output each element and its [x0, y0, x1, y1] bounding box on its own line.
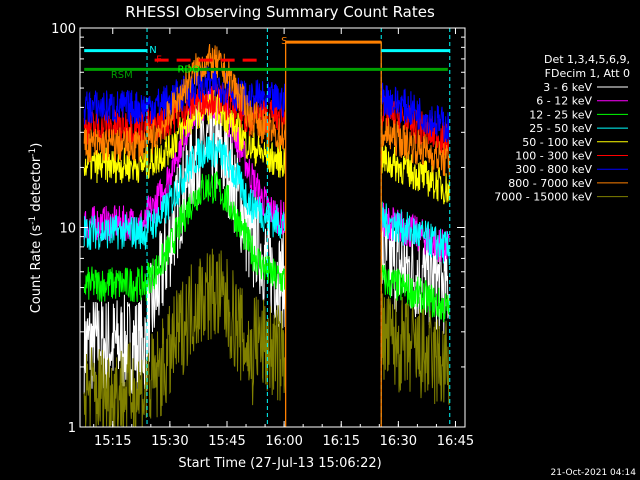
x-tick-label-2: 15:30 [151, 434, 188, 449]
chart-title: RHESSI Observing Summary Count Rates [125, 3, 435, 21]
axis-ticks: 15:15 15:30 15:45 16:00 16:15 16:30 16:45 1 10 10… [51, 22, 474, 449]
series-line-4-seg-2 [146, 132, 286, 241]
series-line-3-seg-1 [83, 265, 148, 303]
y-axis-label-mid: detector [29, 156, 44, 216]
series-line-5-seg-3 [380, 141, 450, 205]
flag-label-s: S [281, 36, 287, 47]
series-line-8-seg-3 [380, 118, 450, 178]
footer-timestamp: 21-Oct-2021 04:14 [551, 468, 637, 478]
series-line-9-seg-2 [146, 248, 286, 419]
x-tick-label-1: 15:15 [94, 434, 131, 449]
series-line-9-seg-1 [83, 342, 148, 429]
legend-label-6: 100 - 300 keV [515, 150, 592, 163]
saa-flag-outline [284, 41, 382, 427]
series-line-4-seg-3 [380, 201, 450, 266]
series-line-8-seg-1 [83, 127, 148, 163]
legend-label-9: 7000 - 15000 keV [494, 191, 592, 204]
overlay-layer: NF S RDO RSM [84, 28, 451, 427]
y-axis-label: Count Rate (s-1 detector-1) [28, 143, 44, 314]
x-axis-label: Start Time (27-Jul-13 15:06:22) [178, 456, 381, 471]
x-tick-label-4: 16:00 [265, 434, 302, 449]
legend: Det 1,3,4,5,6,9, FDecim 1, Att 0 3 - 6 k… [494, 53, 630, 204]
series-line-5-seg-2 [146, 89, 286, 179]
flag-label-n: N [149, 45, 156, 56]
y-axis-label-sup2: -1 [28, 148, 38, 157]
legend-header-2: FDecim 1, Att 0 [545, 67, 630, 80]
y-axis-label-sup1: -1 [28, 216, 38, 225]
flag-label-f: F [156, 55, 162, 66]
x-tick-label-6: 16:30 [380, 434, 417, 449]
y-tick-label-1: 1 [68, 421, 76, 436]
series-line-5-seg-1 [83, 147, 148, 184]
legend-header-1: Det 1,3,4,5,6,9, [544, 53, 630, 66]
series-line-3-seg-2 [146, 171, 286, 294]
x-tick-label-7: 16:45 [437, 434, 474, 449]
flag-label-rsm: RSM [111, 70, 133, 81]
series-line-1-seg-3 [380, 214, 450, 334]
series-line-7-seg-3 [380, 82, 450, 143]
legend-label-3: 12 - 25 keV [529, 108, 592, 121]
series-line-8-seg-2 [146, 43, 286, 154]
flag-label-rdo: RDO [177, 64, 200, 75]
y-tick-label-2: 10 [59, 222, 76, 237]
series-line-6-seg-3 [380, 95, 450, 157]
legend-label-1: 3 - 6 keV [543, 81, 592, 94]
legend-label-7: 300 - 800 keV [515, 163, 592, 176]
legend-label-8: 800 - 7000 keV [508, 177, 592, 190]
y-axis-label-end: ) [29, 143, 44, 148]
legend-label-5: 50 - 100 keV [522, 136, 592, 149]
legend-label-4: 25 - 50 keV [529, 122, 592, 135]
series-line-7-seg-1 [83, 90, 148, 125]
series-line-7-seg-2 [146, 65, 286, 124]
series-line-9-seg-3 [380, 293, 450, 405]
y-axis-label-main: Count Rate (s [29, 225, 44, 314]
x-tick-label-3: 15:45 [208, 434, 245, 449]
legend-label-2: 6 - 12 keV [536, 95, 592, 108]
series-line-4-seg-1 [83, 214, 148, 250]
series-line-1-seg-1 [83, 294, 148, 395]
series-layer [83, 43, 450, 429]
series-line-3-seg-3 [380, 264, 450, 323]
y-tick-label-3: 100 [51, 22, 76, 37]
x-tick-label-5: 16:15 [323, 434, 360, 449]
